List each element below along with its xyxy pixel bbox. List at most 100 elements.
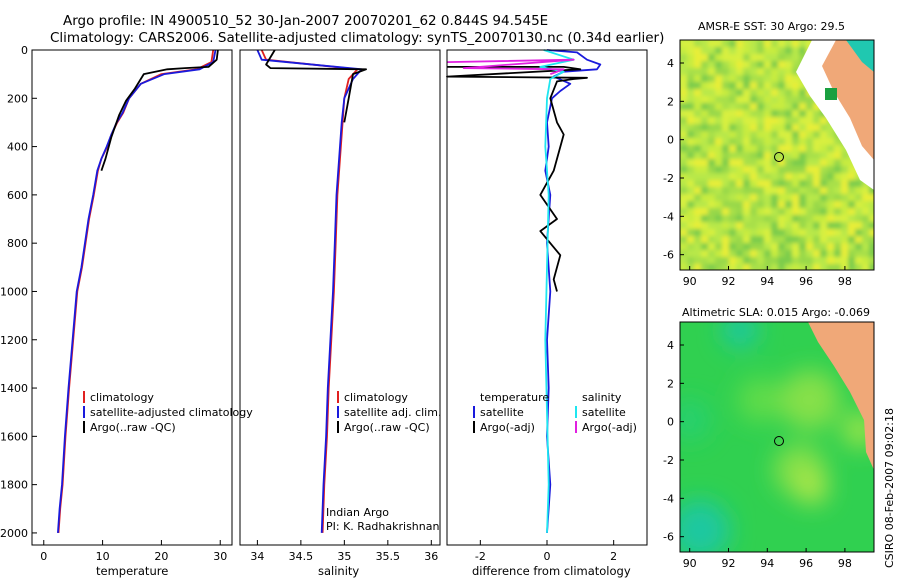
sst-cell bbox=[792, 103, 799, 110]
sst-cell bbox=[792, 229, 799, 236]
sst-cell bbox=[834, 243, 841, 250]
sst-cell bbox=[834, 264, 841, 270]
sla-map-ticks: 90 92 94 96 98 4 2 0 -2 -4 -6 bbox=[663, 339, 852, 570]
sst-cell bbox=[694, 229, 701, 236]
sst-cell bbox=[862, 208, 869, 215]
sst-cell bbox=[778, 96, 785, 103]
sst-cell bbox=[687, 187, 694, 194]
sst-cell bbox=[771, 187, 778, 194]
sst-cell bbox=[736, 215, 743, 222]
sst-cell bbox=[792, 201, 799, 208]
sst-cell bbox=[855, 264, 862, 270]
sst-cell bbox=[778, 194, 785, 201]
sst-cell bbox=[827, 124, 834, 131]
sst-cell bbox=[806, 166, 813, 173]
sst-cell bbox=[736, 180, 743, 187]
sst-cell bbox=[708, 229, 715, 236]
sst-cell bbox=[785, 117, 792, 124]
sst-cell bbox=[820, 145, 827, 152]
sst-cell bbox=[771, 131, 778, 138]
sst-cell bbox=[841, 173, 848, 180]
sst-cell bbox=[855, 208, 862, 215]
sst-cell bbox=[701, 40, 708, 47]
sst-cell bbox=[757, 138, 764, 145]
legend-label-climatology: climatology bbox=[90, 391, 154, 404]
sst-cell bbox=[701, 54, 708, 61]
sst-cell bbox=[687, 208, 694, 215]
sst-cell bbox=[848, 187, 855, 194]
sst-cell bbox=[806, 264, 813, 270]
sst-cell bbox=[729, 138, 736, 145]
sst-cell bbox=[715, 96, 722, 103]
salinity-axes-frame bbox=[239, 49, 441, 546]
sst-cell bbox=[736, 103, 743, 110]
sla-argo-position-marker bbox=[774, 436, 784, 446]
sst-cell bbox=[785, 89, 792, 96]
sst-cell bbox=[778, 131, 785, 138]
sst-cell bbox=[694, 222, 701, 229]
legend-label-sal-satellite: satellite adj. clim. bbox=[344, 406, 441, 419]
legend-label-diff-sal-sat: satellite bbox=[582, 406, 626, 419]
sst-cell bbox=[813, 145, 820, 152]
sst-cell bbox=[785, 222, 792, 229]
sst-cell bbox=[848, 257, 855, 264]
sst-cell bbox=[715, 264, 722, 270]
sst-cell bbox=[792, 96, 799, 103]
sst-cell bbox=[743, 89, 750, 96]
sst-cell bbox=[820, 250, 827, 257]
sst-cell bbox=[834, 152, 841, 159]
sst-map-frame bbox=[679, 39, 875, 271]
sst-cell bbox=[764, 222, 771, 229]
sst-cell bbox=[799, 236, 806, 243]
sst-cell bbox=[736, 257, 743, 264]
sst-cell bbox=[701, 145, 708, 152]
sla-map-land bbox=[808, 322, 874, 440]
sst-cell bbox=[820, 138, 827, 145]
sst-cell bbox=[701, 208, 708, 215]
sst-cell bbox=[813, 173, 820, 180]
sst-cell bbox=[771, 257, 778, 264]
sst-cell bbox=[722, 250, 729, 257]
sst-cell bbox=[799, 180, 806, 187]
sla_map-ytick-label: 2 bbox=[667, 377, 674, 390]
sst-cell bbox=[694, 208, 701, 215]
sst-cell bbox=[757, 264, 764, 270]
sst-cell bbox=[771, 110, 778, 117]
sst-cell bbox=[715, 47, 722, 54]
sst-cell bbox=[722, 180, 729, 187]
sst-cell bbox=[722, 82, 729, 89]
sst-cell bbox=[813, 124, 820, 131]
sst-cell bbox=[778, 173, 785, 180]
sst-cell bbox=[687, 124, 694, 131]
sst-cell bbox=[778, 40, 785, 47]
sst-cell bbox=[736, 201, 743, 208]
sst-cell bbox=[869, 208, 874, 215]
sst-cell bbox=[827, 215, 834, 222]
sst-cell bbox=[785, 75, 792, 82]
sst-cell bbox=[743, 250, 750, 257]
sst-cell bbox=[701, 96, 708, 103]
sst-cell bbox=[701, 152, 708, 159]
sst-cell bbox=[792, 173, 799, 180]
sst-cell bbox=[722, 131, 729, 138]
sst-argo-position-marker bbox=[774, 152, 784, 162]
sst-cell bbox=[778, 68, 785, 75]
sst-cell bbox=[855, 257, 862, 264]
sst-cell bbox=[799, 215, 806, 222]
sst-cell bbox=[694, 173, 701, 180]
sst-cell bbox=[708, 103, 715, 110]
sst-cell bbox=[694, 201, 701, 208]
sst-cell bbox=[715, 103, 722, 110]
sst-cell bbox=[778, 208, 785, 215]
sst-cell bbox=[834, 222, 841, 229]
sst-cell bbox=[813, 208, 820, 215]
sst-cell bbox=[827, 250, 834, 257]
sst-cell bbox=[736, 40, 743, 47]
sst-cell bbox=[869, 250, 874, 257]
sst-cell bbox=[834, 250, 841, 257]
sst-cell bbox=[785, 187, 792, 194]
sst-cell bbox=[701, 82, 708, 89]
difference-series-temperature-satellite bbox=[544, 49, 602, 533]
sst-cell bbox=[806, 257, 813, 264]
sst-cell bbox=[715, 250, 722, 257]
